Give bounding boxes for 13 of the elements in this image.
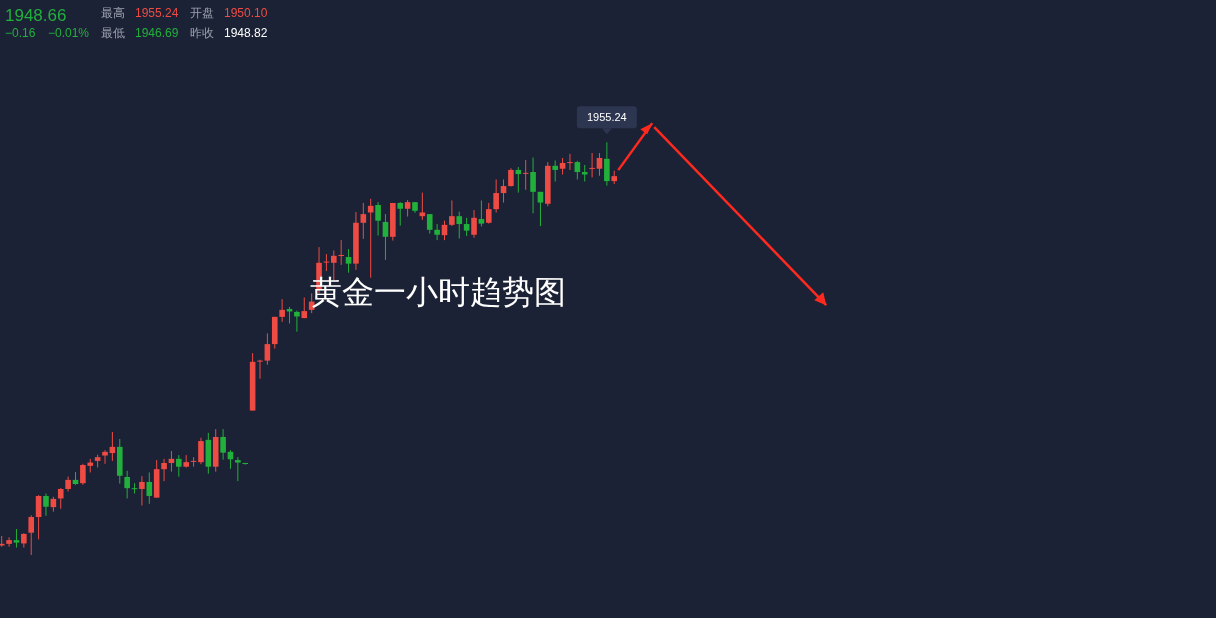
- text: 1950.10: [224, 6, 268, 20]
- text: −0.01%: [48, 26, 90, 40]
- text: 1955.24: [135, 6, 179, 20]
- text: 昨收: [190, 26, 214, 40]
- text: −0.16: [5, 26, 36, 40]
- text: 最高: [101, 6, 125, 20]
- text: 最低: [101, 26, 125, 40]
- text: 黄金一小时趋势图: [310, 274, 566, 310]
- text: 1946.69: [135, 26, 179, 40]
- text: 1948.66: [5, 6, 67, 25]
- text: 开盘: [190, 6, 214, 20]
- tooltip: 1955.24: [576, 106, 637, 135]
- text: 1948.82: [224, 26, 268, 40]
